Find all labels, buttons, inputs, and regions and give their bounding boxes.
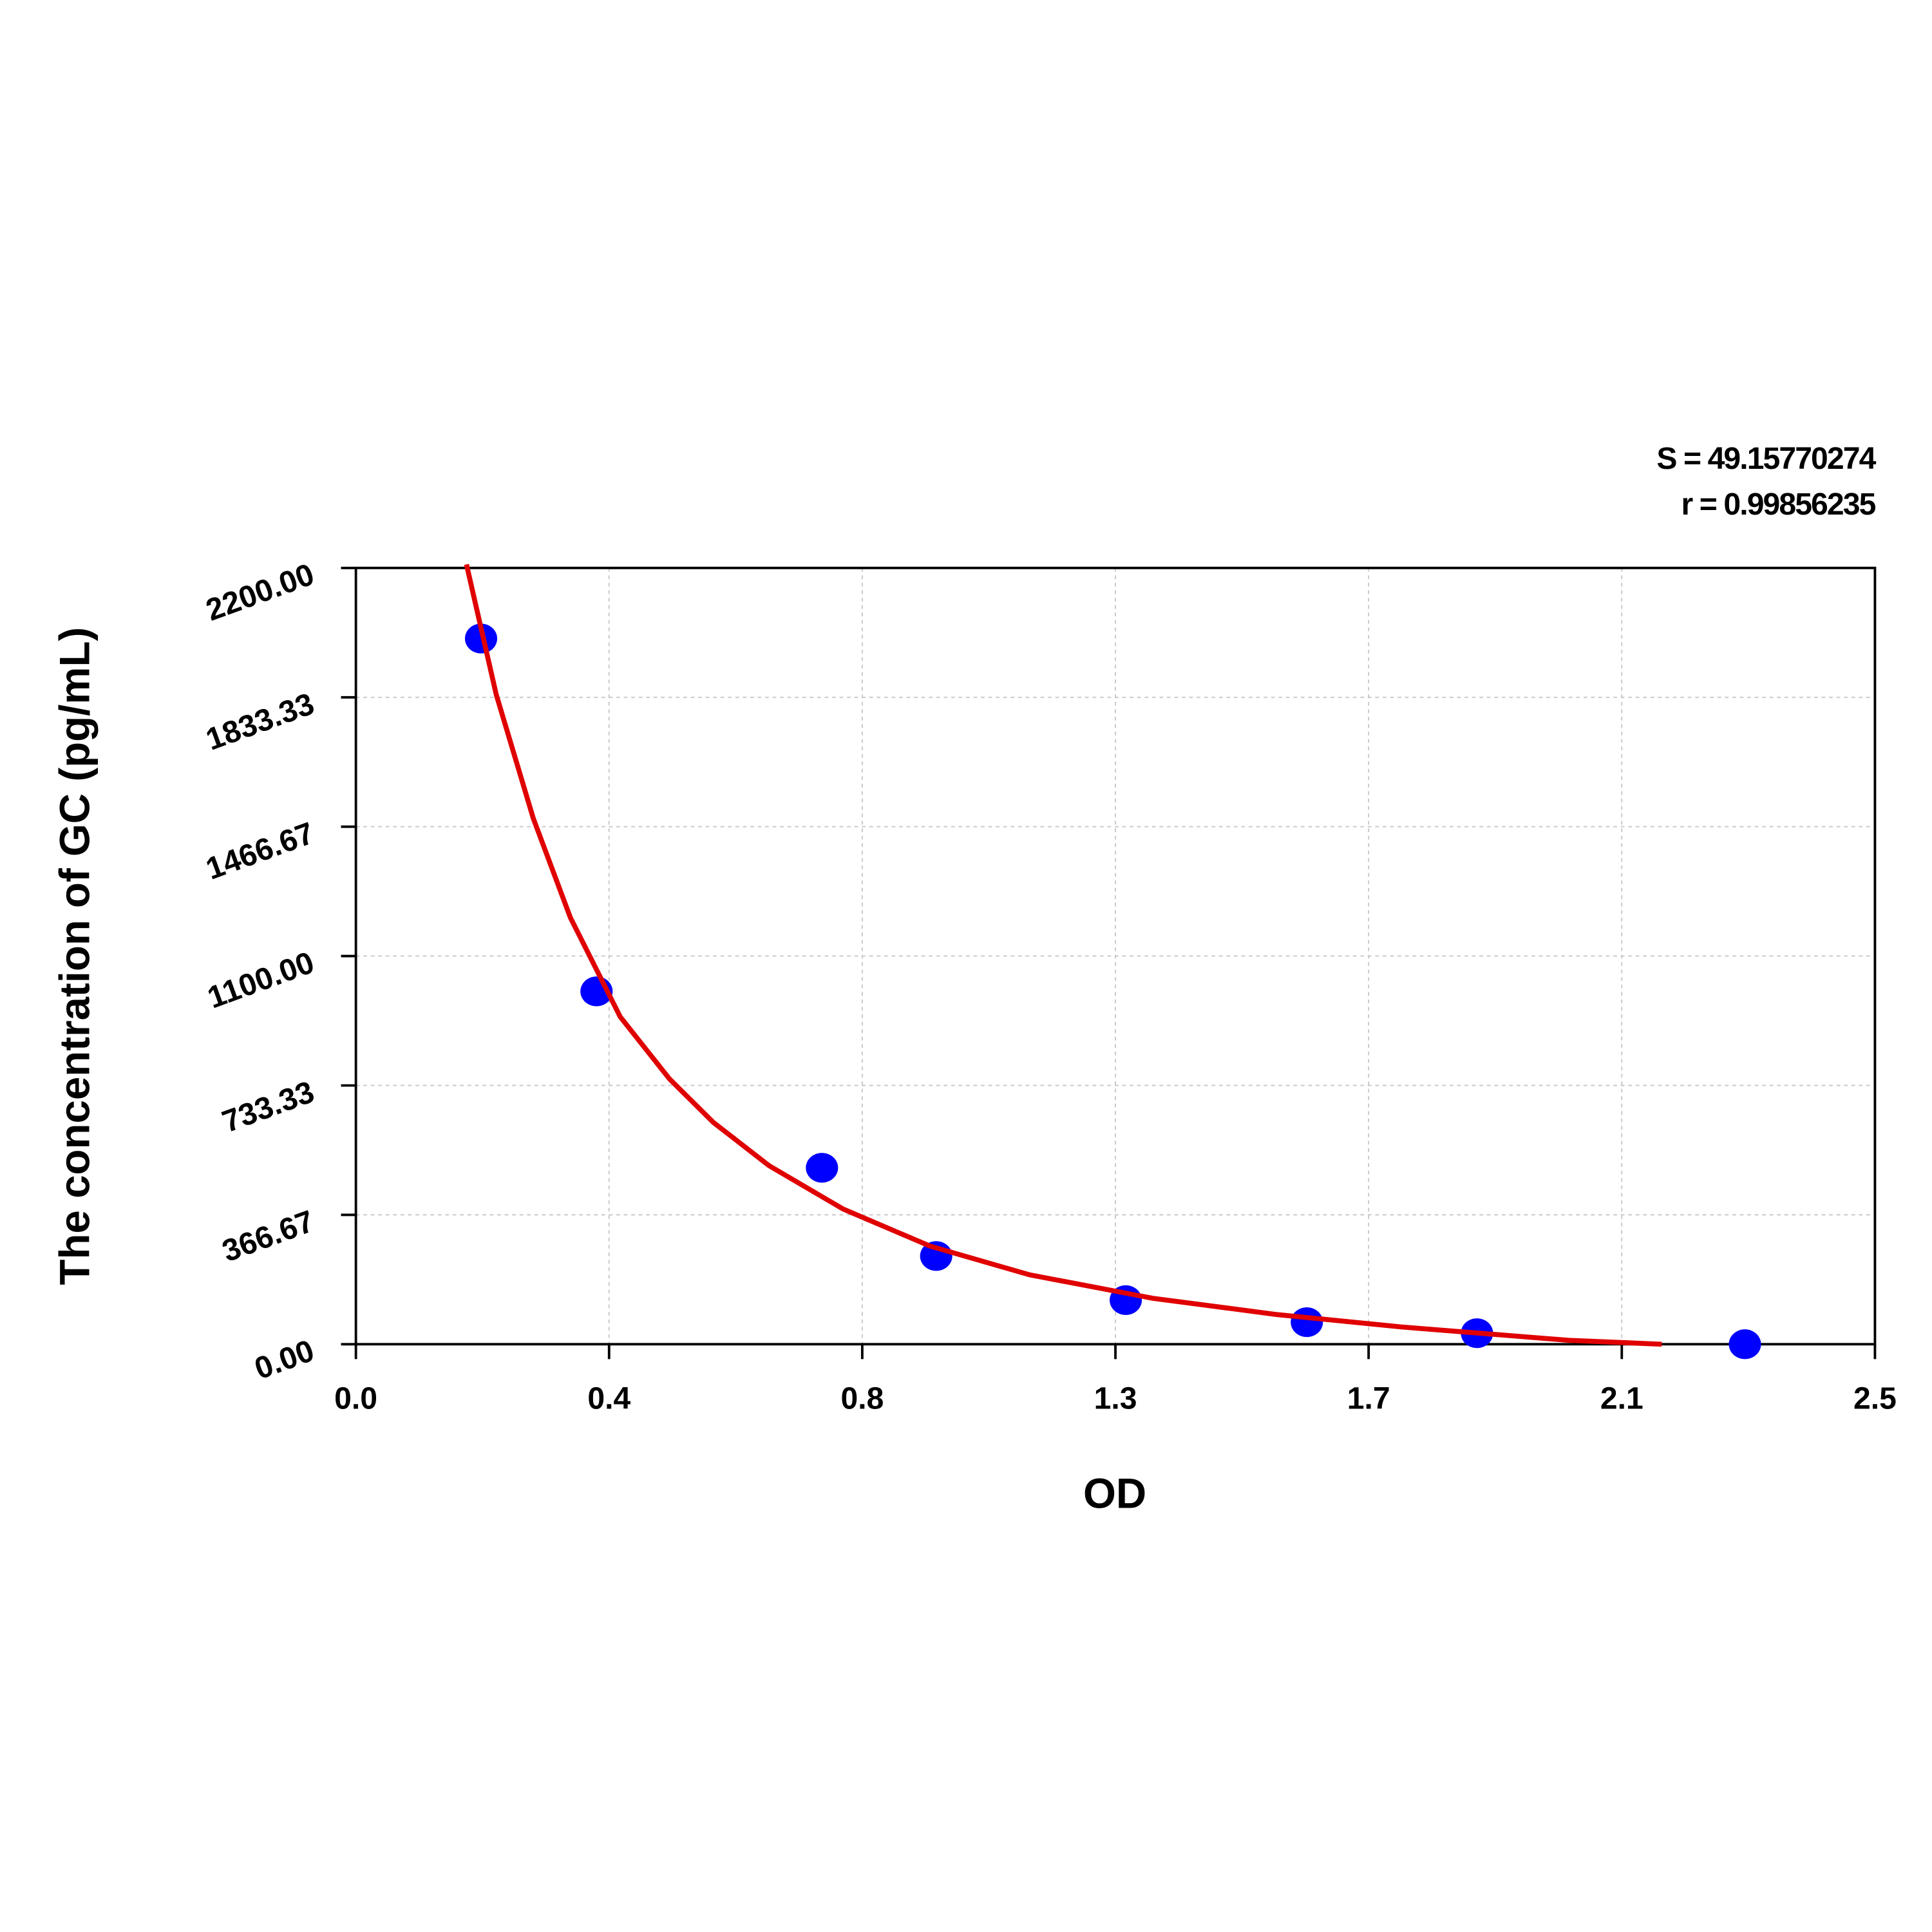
- x-tick-label: 2.1: [1600, 1381, 1643, 1416]
- stat-s: S = 49.15770274: [1656, 441, 1876, 476]
- data-point: [806, 1153, 838, 1183]
- x-tick-label: 1.7: [1347, 1381, 1390, 1416]
- fit-curve: [464, 564, 1662, 1347]
- x-tick-label: 0.0: [334, 1381, 377, 1416]
- x-tick-label: 2.5: [1853, 1381, 1897, 1416]
- stat-r: r = 0.99856235: [1681, 487, 1876, 522]
- x-tick-label: 0.8: [840, 1381, 884, 1416]
- data-point: [1291, 1307, 1323, 1338]
- data-point: [1728, 1329, 1761, 1359]
- y-axis-title: The concentration of GC (pg/mL): [52, 627, 99, 1285]
- x-tick-label: 0.4: [587, 1381, 630, 1416]
- x-tick-label: 1.3: [1094, 1381, 1137, 1416]
- plot-frame: [354, 566, 1877, 1346]
- x-axis-title: OD: [1083, 1470, 1146, 1517]
